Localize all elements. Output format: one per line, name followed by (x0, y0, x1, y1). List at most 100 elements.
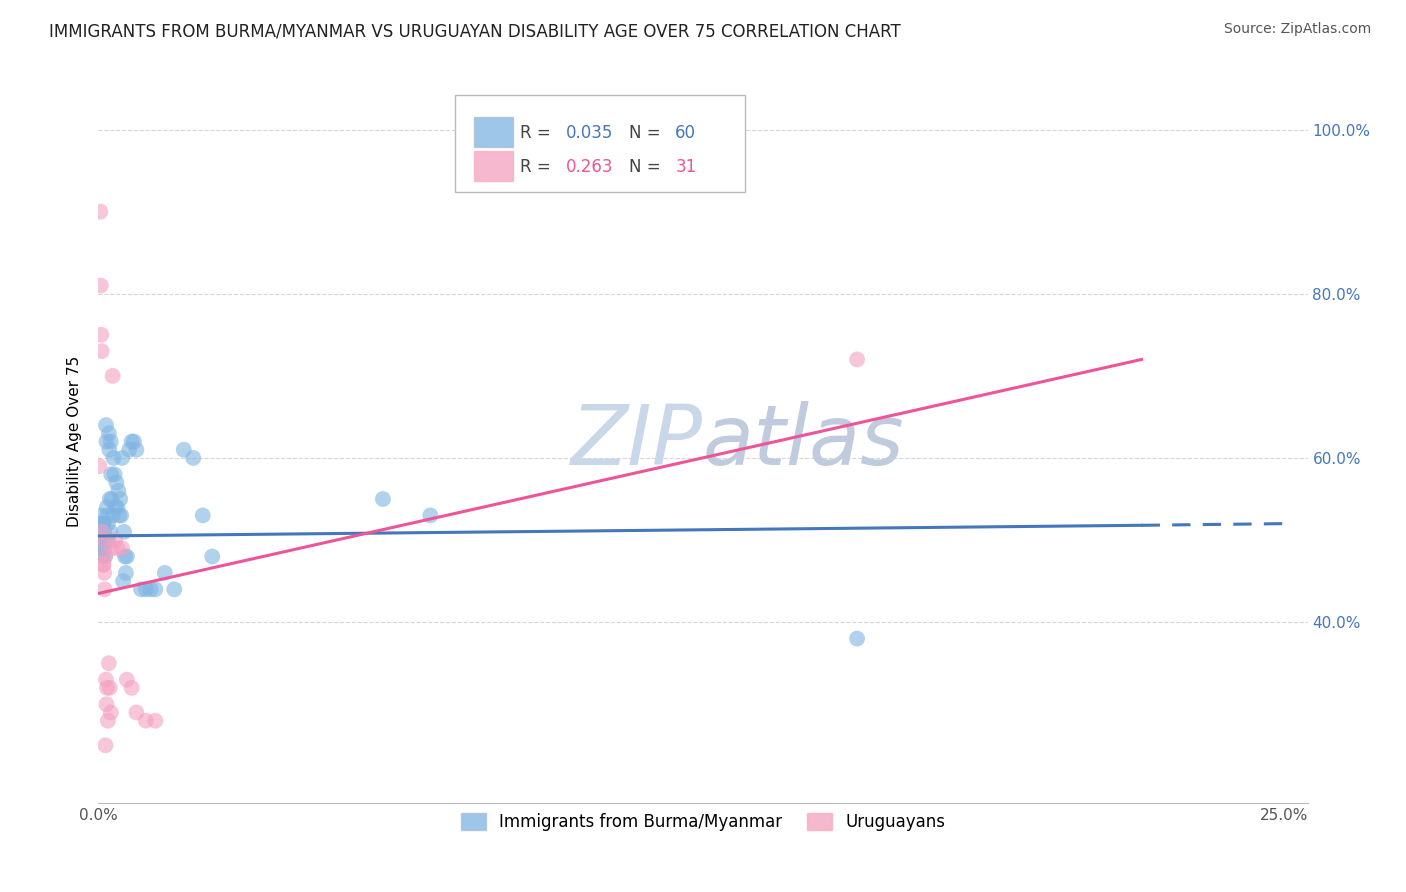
Point (97, 714, 120, 728)
Point (96, 698, 118, 712)
Point (91, 516, 114, 531)
Point (105, 475, 128, 490)
Point (371, 491, 394, 506)
Point (93, 516, 115, 531)
Point (94, 418, 117, 433)
Point (90, 344, 112, 359)
Point (104, 533, 127, 547)
FancyBboxPatch shape (474, 151, 513, 181)
Point (115, 673, 138, 687)
Y-axis label: Disability Age Over 75: Disability Age Over 75 (67, 356, 83, 527)
FancyBboxPatch shape (456, 95, 745, 193)
Point (89, 524, 111, 539)
Point (97, 426, 120, 441)
Point (93, 524, 115, 539)
Point (115, 549, 138, 564)
Point (96, 508, 118, 523)
Text: 0.263: 0.263 (567, 158, 614, 176)
Point (94, 739, 117, 753)
Point (115, 566, 138, 580)
Point (135, 582, 157, 597)
Text: N =: N = (630, 124, 666, 142)
Point (89, 204, 111, 219)
Point (91, 549, 114, 564)
Point (121, 681, 143, 695)
FancyBboxPatch shape (474, 117, 513, 147)
Point (89, 533, 111, 547)
Point (143, 582, 166, 597)
Point (201, 549, 224, 564)
Point (107, 483, 129, 498)
Point (112, 574, 135, 588)
Point (96, 681, 118, 695)
Text: 0.035: 0.035 (567, 124, 614, 142)
Point (91, 533, 114, 547)
Point (846, 352, 869, 367)
Point (101, 508, 124, 523)
Point (98, 442, 121, 457)
Point (846, 632, 869, 646)
Point (93, 582, 115, 597)
Point (121, 434, 143, 449)
Point (94, 673, 117, 687)
Point (90, 508, 112, 523)
Point (143, 714, 166, 728)
Point (94, 549, 117, 564)
Point (94, 549, 117, 564)
Point (122, 434, 145, 449)
Point (93, 541, 115, 556)
Point (129, 582, 152, 597)
Point (153, 566, 176, 580)
Point (163, 582, 186, 597)
Point (125, 442, 148, 457)
Point (191, 508, 214, 523)
Point (98, 524, 121, 539)
Point (89, 516, 111, 531)
Point (419, 508, 441, 523)
Point (90, 327, 112, 342)
Text: ZIP: ZIP (571, 401, 703, 482)
Legend: Immigrants from Burma/Myanmar, Uruguayans: Immigrants from Burma/Myanmar, Uruguayan… (454, 806, 952, 838)
Point (104, 500, 127, 515)
Point (118, 442, 141, 457)
Point (100, 706, 122, 720)
Point (135, 714, 157, 728)
Point (100, 491, 122, 506)
Point (100, 467, 122, 482)
Point (125, 706, 148, 720)
Point (93, 566, 115, 580)
Point (103, 450, 125, 465)
Text: IMMIGRANTS FROM BURMA/MYANMAR VS URUGUAYAN DISABILITY AGE OVER 75 CORRELATION CH: IMMIGRANTS FROM BURMA/MYANMAR VS URUGUAY… (49, 22, 901, 40)
Point (91, 558, 114, 572)
Point (90, 524, 112, 539)
Text: N =: N = (630, 158, 666, 176)
Point (93, 558, 115, 572)
Point (110, 491, 132, 506)
Point (90, 541, 112, 556)
Point (105, 500, 128, 515)
Point (94, 533, 117, 547)
Text: 60: 60 (675, 124, 696, 142)
Point (103, 467, 125, 482)
Text: atlas: atlas (703, 401, 904, 482)
Text: R =: R = (520, 158, 557, 176)
Text: 31: 31 (675, 158, 696, 176)
Point (101, 368, 124, 383)
Text: Source: ZipAtlas.com: Source: ZipAtlas.com (1223, 22, 1371, 37)
Text: R =: R = (520, 124, 557, 142)
Point (90, 278, 112, 293)
Point (108, 508, 131, 523)
Point (89, 459, 111, 474)
Point (114, 549, 136, 564)
Point (111, 450, 134, 465)
Point (110, 508, 132, 523)
Point (97, 657, 120, 671)
Point (96, 500, 118, 515)
Point (181, 450, 204, 465)
Point (173, 442, 195, 457)
Point (97, 533, 120, 547)
Point (98, 491, 121, 506)
Point (100, 541, 122, 556)
Point (112, 524, 135, 539)
Point (91, 533, 114, 547)
